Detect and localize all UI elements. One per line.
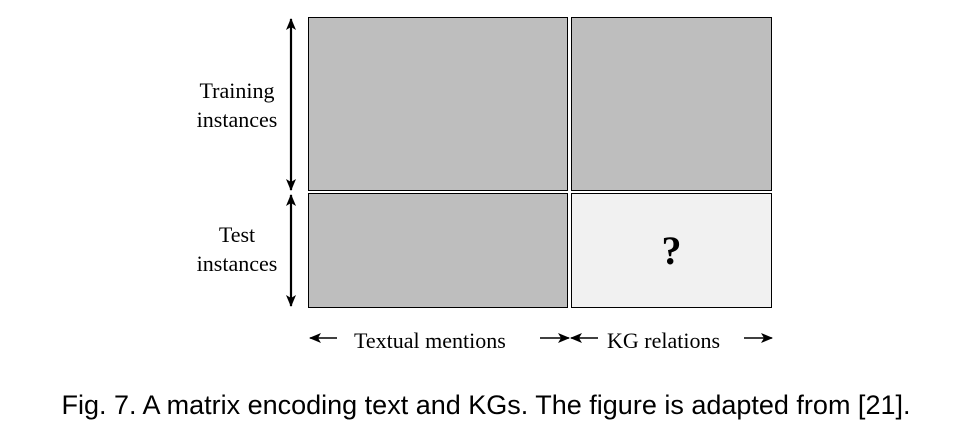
column-label-textual: Textual mentions xyxy=(354,328,506,353)
cell-test-kg xyxy=(571,193,772,308)
figure-caption: Fig. 7. A matrix encoding text and KGs. … xyxy=(61,390,911,420)
row-label-training-line2: instances xyxy=(196,107,278,132)
unknown-mark: ? xyxy=(661,228,682,273)
row-label-test-line1: Test xyxy=(218,222,256,247)
cell-training-kg xyxy=(571,17,772,191)
row-label-test: Test instances xyxy=(182,220,292,278)
cell-training-textual xyxy=(308,17,568,191)
row-label-test-line2: instances xyxy=(196,251,278,276)
column-label-kg: KG relations xyxy=(607,328,721,353)
cell-test-textual xyxy=(308,193,568,308)
row-label-training: Training instances xyxy=(182,76,292,134)
row-label-training-line1: Training xyxy=(199,78,275,103)
